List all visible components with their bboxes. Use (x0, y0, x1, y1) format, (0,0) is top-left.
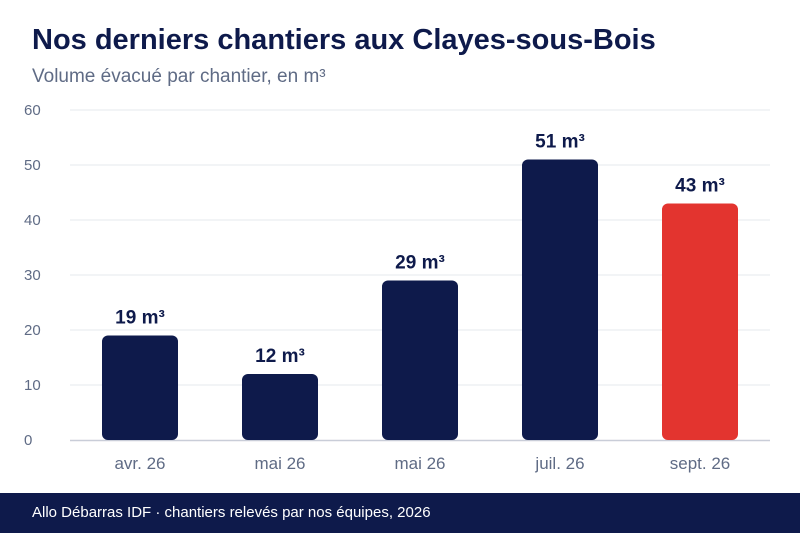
footer-bar: Allo Débarras IDF · chantiers relevés pa… (0, 493, 800, 533)
bar (662, 203, 738, 440)
x-tick-label: mai 26 (394, 454, 445, 473)
bar-value-label: 19 m³ (115, 308, 165, 329)
y-tick-label: 20 (24, 322, 41, 339)
chart-subtitle: Volume évacué par chantier, en m³ (32, 66, 326, 87)
bar (102, 335, 178, 440)
y-tick-label: 60 (24, 102, 41, 119)
bar (382, 280, 458, 440)
bar-value-label: 12 m³ (255, 346, 305, 367)
chart-title: Nos derniers chantiers aux Clayes-sous-B… (32, 24, 656, 56)
footer-source: Allo Débarras IDF · chantiers relevés pa… (32, 504, 431, 521)
bar-chart: 0 10 20 30 40 50 60 19 m³ avr. 26 12 m³ mai 26 29 m… (24, 102, 770, 473)
y-tick-label: 50 (24, 157, 41, 174)
bar-value-label: 51 m³ (535, 132, 585, 153)
x-tick-label: juil. 26 (534, 454, 584, 473)
y-tick-label: 40 (24, 212, 41, 229)
bar (242, 374, 318, 440)
y-tick-label: 10 (24, 377, 41, 394)
x-tick-label: mai 26 (254, 454, 305, 473)
bar-value-label: 29 m³ (395, 253, 445, 274)
y-tick-label: 30 (24, 267, 41, 284)
x-tick-label: sept. 26 (670, 454, 731, 473)
bar (522, 159, 598, 440)
y-tick-label: 0 (24, 432, 32, 449)
bar-value-label: 43 m³ (675, 176, 725, 197)
x-tick-label: avr. 26 (114, 454, 165, 473)
